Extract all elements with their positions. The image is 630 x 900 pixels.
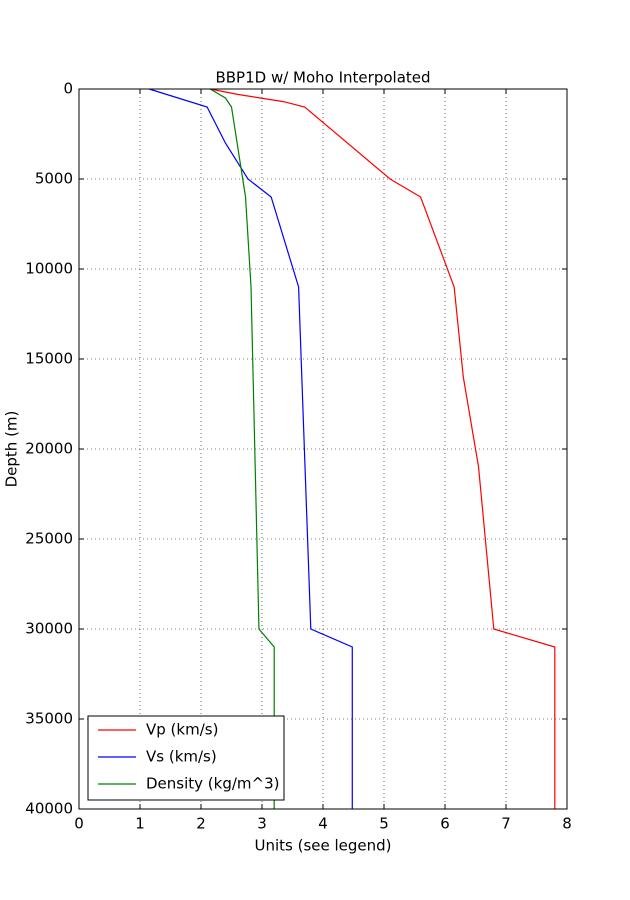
y-tick-label: 35000	[25, 710, 73, 728]
y-tick-label: 10000	[25, 260, 73, 278]
x-tick-label: 8	[562, 815, 572, 833]
y-axis-label: Depth (m)	[3, 411, 21, 488]
x-tick-label: 6	[440, 815, 450, 833]
x-tick-label: 4	[318, 815, 328, 833]
x-axis-label: Units (see legend)	[254, 837, 391, 855]
x-tick-label: 2	[196, 815, 206, 833]
x-tick-label: 3	[257, 815, 267, 833]
data-line	[148, 88, 353, 809]
x-tick-label: 0	[74, 815, 84, 833]
legend-label: Vs (km/s)	[146, 748, 217, 766]
x-tick-label: 7	[501, 815, 511, 833]
y-tick-label: 15000	[25, 350, 73, 368]
y-tick-label: 20000	[25, 440, 73, 458]
legend-label: Density (kg/m^3)	[146, 775, 279, 793]
x-tick-label: 1	[135, 815, 145, 833]
chart-title: BBP1D w/ Moho Interpolated	[215, 69, 430, 87]
data-line	[209, 88, 275, 809]
plot-frame	[78, 88, 568, 810]
x-tick-label: 5	[379, 815, 389, 833]
y-tick-label: 0	[63, 80, 73, 98]
y-tick-label: 25000	[25, 530, 73, 548]
y-tick-label: 30000	[25, 620, 73, 638]
y-tick-label: 5000	[35, 170, 73, 188]
legend-label: Vp (km/s)	[146, 721, 218, 739]
y-tick-label: 40000	[25, 800, 73, 818]
data-line	[210, 88, 556, 809]
